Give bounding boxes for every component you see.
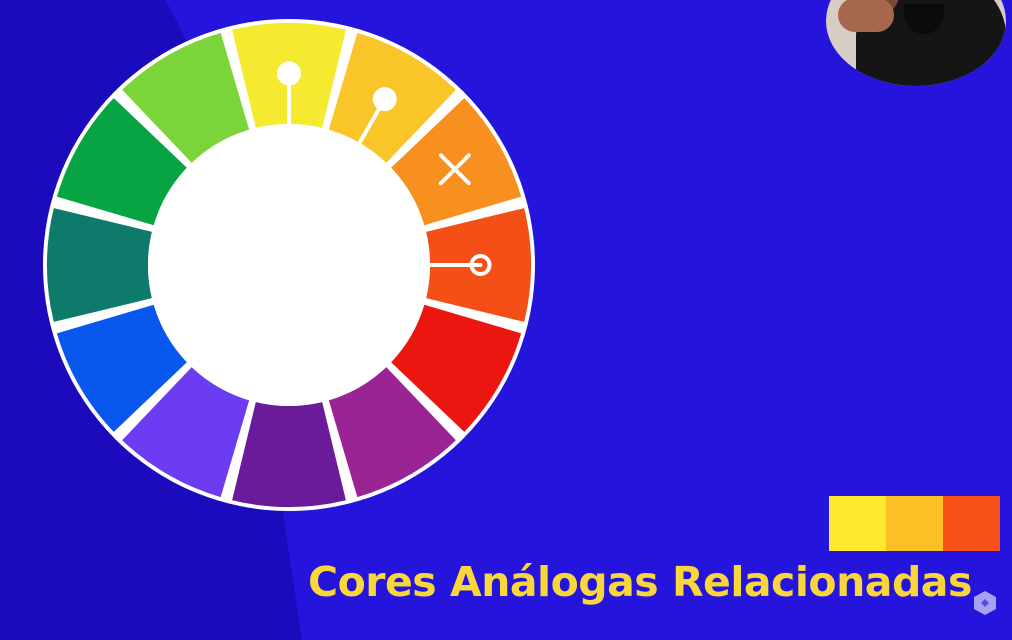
swatch-strip bbox=[829, 496, 1000, 551]
wheel-segment-green bbox=[56, 98, 187, 226]
pointer-line-yellow-orange bbox=[287, 97, 387, 267]
pointer-dot-yellow-orange bbox=[372, 87, 397, 112]
wheel-segment-violet bbox=[232, 402, 346, 508]
wheel-segment-blue-violet bbox=[122, 367, 250, 498]
presenter-webcam bbox=[826, 0, 1006, 86]
pointer-ring-red-orange bbox=[469, 254, 492, 276]
swatch-yellow-orange bbox=[886, 496, 943, 551]
wheel-segment-yellow-green bbox=[122, 32, 250, 163]
pointer-dot-yellow bbox=[277, 61, 301, 86]
wheel-segment-orange bbox=[391, 98, 522, 226]
swatch-red-orange bbox=[943, 496, 1000, 551]
wheel-segment-red bbox=[391, 304, 522, 432]
wheel-segment-blue-green bbox=[46, 208, 152, 322]
angle-pointers bbox=[277, 61, 492, 276]
slide-caption: Cores Análogas Relacionadas bbox=[308, 558, 972, 606]
wheel-segment-red-violet bbox=[328, 367, 456, 498]
color-wheel bbox=[43, 19, 535, 511]
logo-icon bbox=[974, 591, 996, 615]
swatch-yellow bbox=[829, 496, 886, 551]
presenter-hand bbox=[838, 0, 894, 32]
cross-icon bbox=[438, 153, 471, 186]
wheel-segment-blue bbox=[56, 304, 187, 432]
